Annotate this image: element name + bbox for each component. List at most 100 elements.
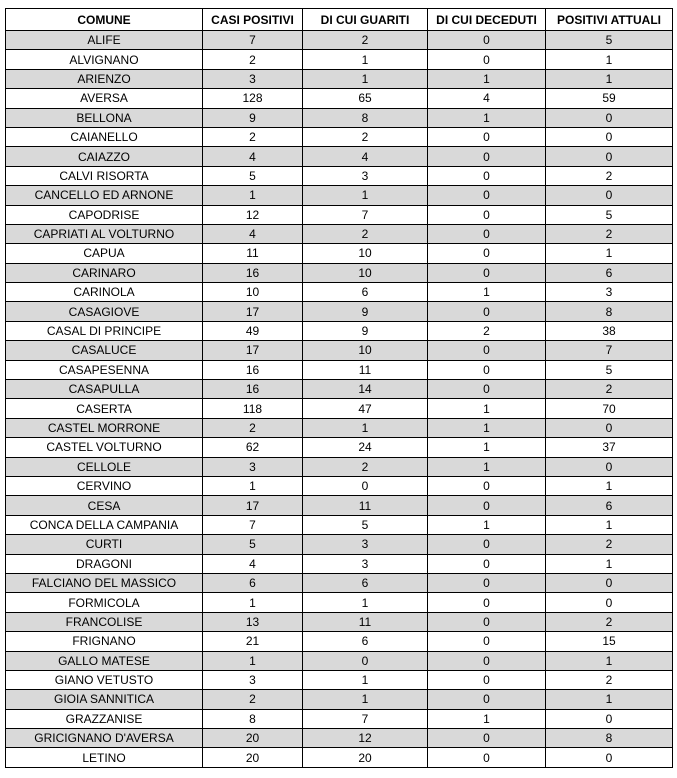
value-cell: 4 [427,88,546,109]
comune-cell: CESA [5,495,203,516]
table-row: CASTEL MORRONE 2 1 1 0 [5,417,673,439]
table-row: CASAGIOVE 17 9 0 8 [5,301,673,322]
value-cell: 37 [545,437,673,458]
value-cell: 0 [427,165,546,187]
table-row: CANCELLO ED ARNONE 1 1 0 0 [5,185,673,206]
value-cell: 1 [427,107,546,128]
comune-cell: CAPODRISE [5,204,203,225]
comune-cell: FRIGNANO [5,631,203,652]
value-cell: 128 [202,88,303,109]
comune-cell: CERVINO [5,475,203,497]
table-container: COMUNE CASI POSITIVI DI CUI GUARITI DI CUI … [5,8,673,768]
value-cell: 0 [427,146,546,167]
comune-cell: FRANCOLISE [5,611,203,633]
column-header: COMUNE [5,8,203,31]
comune-cell: AVERSA [5,88,203,109]
comune-cell: CASAL DI PRINCIPE [5,320,203,342]
value-cell: 0 [427,728,546,749]
value-cell: 8 [302,107,428,128]
value-cell: 5 [545,359,673,381]
table-row: CESA 17 11 0 6 [5,495,673,516]
value-cell: 70 [545,398,673,419]
value-cell: 3 [202,456,303,477]
comune-cell: CAIAZZO [5,146,203,167]
value-cell: 16 [202,379,303,400]
value-cell: 15 [545,631,673,652]
table-row: LETINO 20 20 0 0 [5,747,673,768]
comune-cell: LETINO [5,747,203,768]
value-cell: 0 [545,107,673,128]
value-cell: 1 [545,514,673,536]
comune-cell: GRICIGNANO D'AVERSA [5,728,203,749]
value-cell: 2 [545,534,673,555]
value-cell: 4 [202,223,303,245]
comune-cell: CELLOLE [5,456,203,477]
data-table: COMUNE CASI POSITIVI DI CUI GUARITI DI CUI … [5,8,673,768]
value-cell: 6 [545,262,673,284]
value-cell: 1 [545,689,673,710]
value-cell: 65 [302,88,428,109]
value-cell: 0 [427,301,546,322]
value-cell: 0 [427,185,546,206]
value-cell: 7 [545,340,673,361]
header-row: COMUNE CASI POSITIVI DI CUI GUARITI DI CUI … [5,8,673,31]
value-cell: 0 [545,592,673,613]
table-row: GIOIA SANNITICA 2 1 0 1 [5,689,673,710]
value-cell: 11 [302,359,428,381]
value-cell: 3 [302,553,428,574]
table-row: CASAPESENNA 16 11 0 5 [5,359,673,381]
value-cell: 2 [545,379,673,400]
value-cell: 17 [202,301,303,322]
value-cell: 47 [302,398,428,419]
table-row: BELLONA 9 8 1 0 [5,107,673,128]
value-cell: 0 [427,49,546,70]
value-cell: 5 [545,29,673,51]
table-row: GIANO VETUSTO 3 1 0 2 [5,669,673,691]
table-row: CARINOLA 10 6 1 3 [5,282,673,303]
value-cell: 1 [427,417,546,439]
value-cell: 2 [302,126,428,148]
value-cell: 0 [427,359,546,381]
value-cell: 2 [302,29,428,51]
comune-cell: CASAPESENNA [5,359,203,381]
value-cell: 5 [302,514,428,536]
comune-cell: CASTEL MORRONE [5,417,203,439]
value-cell: 2 [545,165,673,187]
value-cell: 6 [302,282,428,303]
comune-cell: CAIANELLO [5,126,203,148]
comune-cell: CASTEL VOLTURNO [5,437,203,458]
value-cell: 1 [302,49,428,70]
comune-cell: FORMICOLA [5,592,203,613]
table-row: CASAPULLA 16 14 0 2 [5,379,673,400]
value-cell: 1 [545,650,673,671]
value-cell: 2 [202,49,303,70]
value-cell: 10 [202,282,303,303]
comune-cell: CONCA DELLA CAMPANIA [5,514,203,536]
table-row: CASERTA 118 47 1 70 [5,398,673,419]
value-cell: 0 [427,243,546,264]
comune-cell: CALVI RISORTA [5,165,203,187]
value-cell: 2 [202,689,303,710]
column-header: POSITIVI ATTUALI [545,8,673,31]
comune-cell: CASALUCE [5,340,203,361]
value-cell: 0 [427,592,546,613]
value-cell: 1 [427,68,546,90]
value-cell: 3 [202,669,303,691]
table-row: ALIFE 7 2 0 5 [5,29,673,51]
table-row: CAPODRISE 12 7 0 5 [5,204,673,225]
value-cell: 1 [202,475,303,497]
comune-cell: CAPRIATI AL VOLTURNO [5,223,203,245]
table-row: FORMICOLA 1 1 0 0 [5,592,673,613]
value-cell: 0 [427,379,546,400]
value-cell: 0 [427,262,546,284]
value-cell: 2 [545,669,673,691]
value-cell: 3 [545,282,673,303]
value-cell: 10 [302,262,428,284]
value-cell: 12 [302,728,428,749]
comune-cell: CARINARO [5,262,203,284]
value-cell: 13 [202,611,303,633]
table-row: CASALUCE 17 10 0 7 [5,340,673,361]
table-row: CASAL DI PRINCIPE 49 9 2 38 [5,320,673,342]
table-row: AVERSA 128 65 4 59 [5,88,673,109]
